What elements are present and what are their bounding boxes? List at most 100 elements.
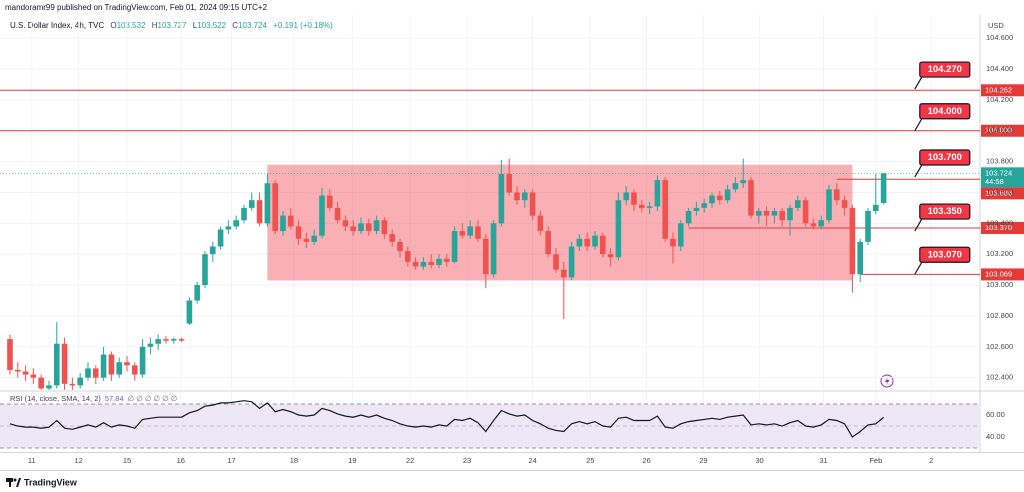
candle-body [7, 339, 13, 370]
candle-body [311, 235, 317, 242]
change: +0.191 (+0.18%) [273, 21, 333, 30]
candle-body [178, 339, 185, 341]
callout-box [919, 103, 971, 120]
price-tag-label: 103.069 [985, 269, 1012, 278]
candle-body [514, 192, 520, 201]
candle-body [194, 285, 200, 301]
rsi-tick-label: 40.00 [986, 432, 1005, 441]
y-tick-label: 103.000 [986, 280, 1013, 289]
candle-body [272, 183, 278, 232]
candle-body [365, 223, 372, 232]
candle-body [287, 215, 294, 227]
x-tick-label: 18 [290, 456, 298, 465]
candle-body [155, 339, 161, 344]
candle-body [818, 220, 824, 227]
price-tag-label: 103.686 [985, 188, 1012, 197]
rsi-na: ∅ ∅ ∅ ∅ ∅ ∅ [128, 394, 178, 403]
candle-body [443, 258, 450, 262]
candle-body [537, 215, 544, 232]
candle-body [794, 200, 801, 208]
candle-body [170, 339, 177, 341]
callout-label: 103.070 [928, 249, 962, 260]
candle-body [740, 180, 746, 184]
candle-body [763, 210, 770, 216]
candle-body [108, 354, 115, 375]
candle-body [217, 229, 224, 247]
rsi-header: RSI (14, close, SMA, 14, 2) 57.84 ∅ ∅ ∅ ∅ … [10, 394, 177, 403]
candle-body [420, 261, 427, 267]
candle-body [233, 220, 239, 227]
candle-body [342, 220, 349, 227]
symbol: U.S. Dollar Index, 4h, TVC [10, 21, 104, 30]
candle-body [303, 238, 310, 242]
candle-body [545, 231, 551, 255]
price-tag [981, 268, 1024, 281]
y-tick-label: 102.800 [986, 311, 1013, 320]
candle-body [670, 238, 676, 247]
price-tag [981, 124, 1024, 137]
candle-body [787, 207, 793, 221]
candle-body [451, 231, 458, 262]
candle-body [576, 238, 583, 247]
candle-body [350, 226, 356, 232]
callout-label: 103.350 [928, 206, 962, 217]
candle-body [880, 173, 887, 203]
candle-body [92, 368, 99, 378]
candle-body [560, 269, 567, 278]
candle-body [404, 251, 411, 262]
rsi-line [9, 400, 884, 438]
ohlc-key: O [110, 21, 116, 30]
y-tick-label: 104.400 [986, 64, 1013, 73]
y-tick-label: 104.200 [986, 95, 1013, 104]
x-tick-label: 23 [463, 456, 471, 465]
candle-body [412, 261, 419, 267]
candle-body [30, 374, 37, 378]
currency: USD [988, 21, 1004, 30]
callout-label: 104.270 [928, 64, 962, 75]
x-tick-label: 2 [929, 456, 933, 465]
x-tick-label: 19 [348, 456, 356, 465]
candle-body [631, 192, 637, 205]
candle-body [186, 300, 193, 324]
callout-label: 103.700 [928, 152, 962, 163]
candle-body [139, 346, 146, 375]
callout-label: 104.000 [928, 106, 962, 117]
candle-body [638, 204, 645, 208]
x-tick-label: 26 [642, 456, 650, 465]
candle-body [428, 261, 434, 265]
x-tick-label: 29 [699, 456, 707, 465]
last-price-label: 103.724 [985, 168, 1012, 177]
last-price-tag [981, 167, 1024, 188]
candle-body [397, 241, 403, 252]
candle-body [826, 189, 832, 221]
candle-body [506, 173, 512, 193]
x-tick-label: 12 [74, 456, 82, 465]
ohlc-value: 103.522 [197, 21, 226, 30]
x-tick-label: 31 [819, 456, 827, 465]
callout-box [919, 203, 971, 220]
candle-body [163, 339, 169, 341]
candle-body [436, 258, 442, 265]
candle-body [280, 215, 286, 232]
candle-body [100, 354, 107, 378]
x-tick-label: 11 [28, 456, 36, 465]
x-tick-label: Feb [869, 456, 882, 465]
x-tick-label: 17 [227, 456, 235, 465]
rsi-value: 57.84 [105, 394, 124, 403]
ohlc-key: C [232, 21, 238, 30]
rsi-title: RSI (14, close, SMA, 14, 2) [10, 394, 101, 403]
candle-body [202, 254, 208, 286]
callout-pointer [914, 218, 923, 232]
y-tick-label: 104.600 [986, 33, 1013, 42]
candle-body [69, 383, 76, 386]
candle-body [709, 195, 715, 204]
overlay: 104.270 104.000 103.700 103.350 103.070 103.7… [914, 61, 1024, 281]
candle-body [685, 210, 692, 224]
countdown-label: 44:58 [985, 177, 1004, 186]
candle-body [615, 200, 622, 258]
candle-body [498, 173, 505, 224]
candle-body [849, 207, 856, 275]
y-tick-label: 103.200 [986, 249, 1013, 258]
y-tick-label: 103.600 [986, 187, 1013, 196]
